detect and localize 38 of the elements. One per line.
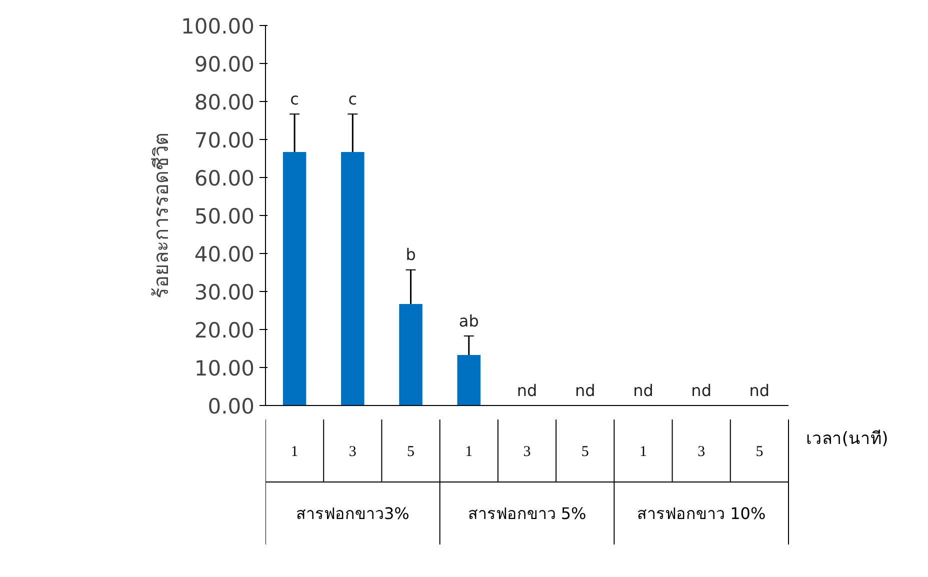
y-tick-label: 10.00 (194, 356, 255, 380)
y-axis-title: ร้อยละการรอดชีวิต (149, 132, 174, 298)
bar (282, 152, 306, 406)
text: nd (633, 380, 654, 400)
y-tick-label: 50.00 (194, 204, 255, 228)
x-tick-label: 5 (407, 444, 415, 460)
y-tick-label: 60.00 (194, 166, 255, 190)
text: สารฟอกขาว 5% (468, 504, 586, 523)
text: สารฟอกขาว3% (296, 504, 410, 523)
x-tick-label: 5 (756, 444, 764, 460)
x-tick-label: 1 (465, 444, 473, 460)
data-label: ab (458, 311, 479, 330)
y-tick-label: 70.00 (194, 128, 255, 152)
y-tick-label: 30.00 (194, 280, 255, 304)
bar (457, 354, 481, 406)
text: nd (691, 380, 712, 400)
x-tick-label: 1 (290, 444, 298, 460)
y-tick-label: 100.00 (181, 14, 255, 38)
x-tick-label: 1 (639, 444, 647, 460)
x-tick-label: 5 (581, 444, 589, 460)
text: nd (516, 380, 538, 400)
text: nd (749, 380, 770, 400)
y-tick-label: 80.00 (194, 90, 255, 114)
y-tick-label: 0.00 (208, 394, 255, 418)
x-tick-label: 3 (698, 444, 706, 460)
x-tick-label: 3 (523, 444, 531, 460)
bar (399, 304, 422, 406)
x-tick-label: 3 (348, 444, 356, 460)
data-label: b (406, 245, 416, 264)
text: nd (574, 380, 596, 400)
data-label: c (348, 89, 358, 108)
text: สารฟอกขาว 10% (637, 504, 766, 523)
y-tick-label: 40.00 (194, 242, 255, 266)
y-tick-label: 90.00 (194, 52, 255, 76)
y-tick-label: 20.00 (194, 318, 255, 342)
bar (341, 152, 364, 406)
data-label: c (290, 89, 299, 108)
x-axis-title: เวลา(นาที) (806, 428, 888, 449)
